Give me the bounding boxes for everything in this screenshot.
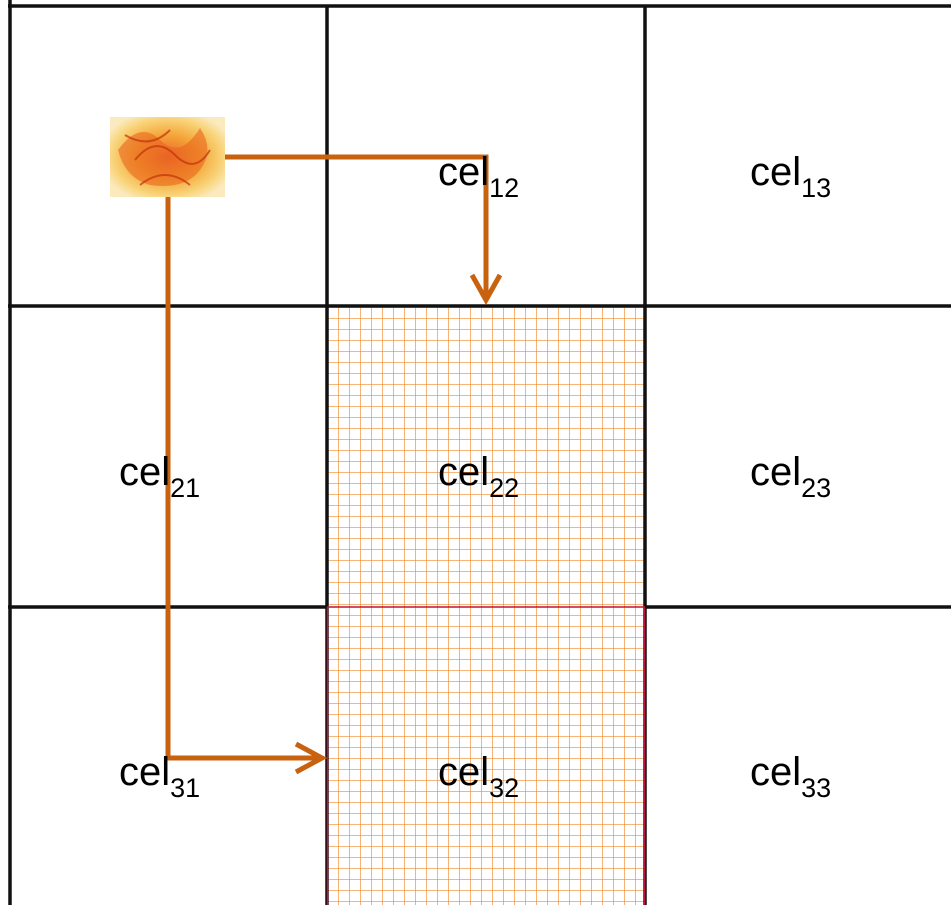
cell-name: cel <box>438 150 489 194</box>
cell-subscript: 33 <box>801 773 831 803</box>
cell-label: cel13 <box>750 150 831 203</box>
cell-subscript: 21 <box>170 473 200 503</box>
cell-label: cel21 <box>119 450 200 503</box>
cell-name: cel <box>750 750 801 794</box>
cell-label: cel32 <box>438 750 519 803</box>
cell-name: cel <box>750 150 801 194</box>
cell-subscript: 31 <box>170 773 200 803</box>
cell-label: cel33 <box>750 750 831 803</box>
fire-image <box>110 117 225 197</box>
cell-subscript: 23 <box>801 473 831 503</box>
cell-subscript: 12 <box>489 173 519 203</box>
cell-name: cel <box>438 750 489 794</box>
cell-name: cel <box>750 450 801 494</box>
arrows <box>165 154 503 775</box>
highlight-border <box>326 606 646 905</box>
cell-subscript: 13 <box>801 173 831 203</box>
cell-label: cel22 <box>438 450 519 503</box>
cell-name: cel <box>438 450 489 494</box>
cell-name: cel <box>119 450 170 494</box>
cell-subscript: 32 <box>489 773 519 803</box>
cell-label: cel23 <box>750 450 831 503</box>
cell-subscript: 22 <box>489 473 519 503</box>
cell-label: cel12 <box>438 150 519 203</box>
cell-name: cel <box>119 750 170 794</box>
hatched-region <box>327 307 645 905</box>
cell-label: cel31 <box>119 750 200 803</box>
